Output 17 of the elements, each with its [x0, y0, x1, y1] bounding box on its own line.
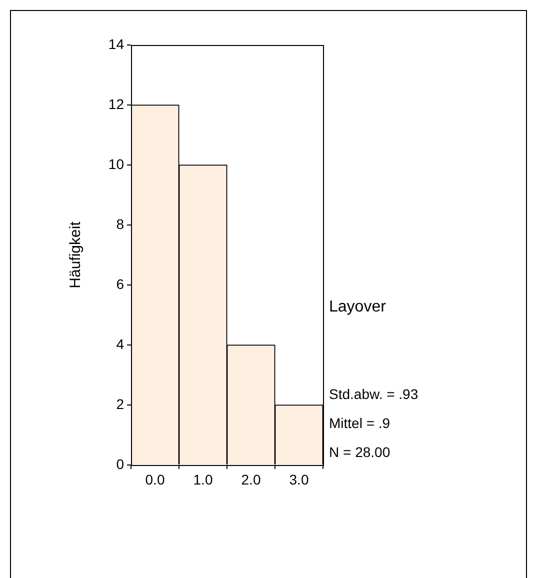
y-tick-label: 0: [116, 456, 124, 472]
x-tick-label: 1.0: [193, 471, 213, 488]
y-tick-label: 4: [116, 336, 124, 352]
x-tick-label: 3.0: [289, 471, 309, 488]
text: N = 28.00: [329, 444, 390, 460]
y-tick-label: 6: [116, 276, 124, 292]
text: Mittel = .9: [329, 414, 390, 431]
y-tick-label: 2: [116, 396, 124, 412]
x-tick-label: 2.0: [241, 471, 261, 488]
text: Std.abw. = .93: [329, 386, 418, 402]
y-tick-label: 14: [108, 36, 124, 52]
y-tick-label: 8: [116, 216, 124, 232]
y-tick-label: 10: [108, 156, 124, 172]
text: Layover: [329, 298, 387, 316]
y-tick-label: 12: [108, 96, 124, 112]
x-tick-label: 0.0: [145, 471, 165, 488]
y-axis-title: Häufigkeit: [67, 220, 84, 288]
